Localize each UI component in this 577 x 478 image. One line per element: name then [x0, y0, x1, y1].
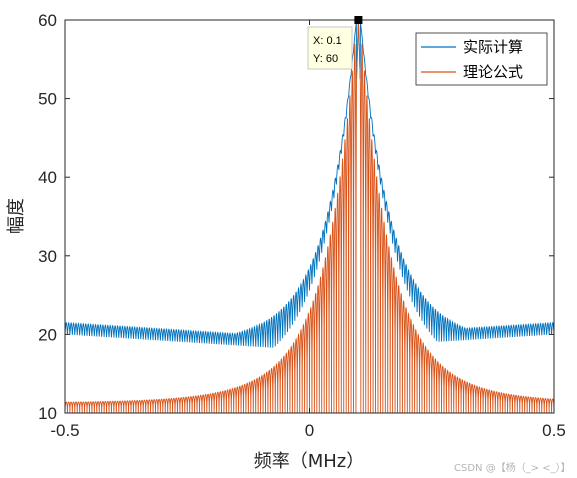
- x-tick-label: 0: [305, 421, 314, 440]
- y-tick-label: 40: [38, 168, 57, 187]
- datatip-y: Y: 60: [313, 53, 338, 65]
- y-tick-label: 60: [38, 11, 57, 30]
- watermark: CSDN @【杨（_> <_）】: [454, 461, 571, 474]
- y-tick-label: 50: [38, 90, 57, 109]
- series-line-theory: [65, 20, 554, 413]
- legend-label-series-2: 理论公式: [463, 63, 523, 81]
- plot-area: [65, 20, 554, 413]
- y-tick-label: 20: [38, 325, 57, 344]
- x-axis-label: 频率（MHz）: [254, 451, 365, 472]
- datatip-box: [307, 26, 353, 70]
- y-axis: 10 20 30 40 50 60: [38, 11, 554, 423]
- y-axis-label: 幅度: [6, 198, 27, 234]
- legend-box: [415, 32, 548, 86]
- legend: 实际计算 理论公式: [415, 32, 548, 86]
- x-tick-label: 0.5: [542, 421, 566, 440]
- x-tick-label: -0.5: [50, 421, 79, 440]
- y-tick-label: 10: [38, 404, 57, 423]
- datatip-marker[interactable]: [354, 16, 363, 24]
- y-tick-label: 30: [38, 247, 57, 266]
- datatip[interactable]: X: 0.1 Y: 60: [307, 16, 363, 70]
- datatip-x: X: 0.1: [313, 35, 342, 47]
- series-line-actual: [65, 20, 554, 348]
- legend-label-series-1: 实际计算: [463, 38, 523, 56]
- x-axis: -0.5 0 0.5: [50, 20, 566, 440]
